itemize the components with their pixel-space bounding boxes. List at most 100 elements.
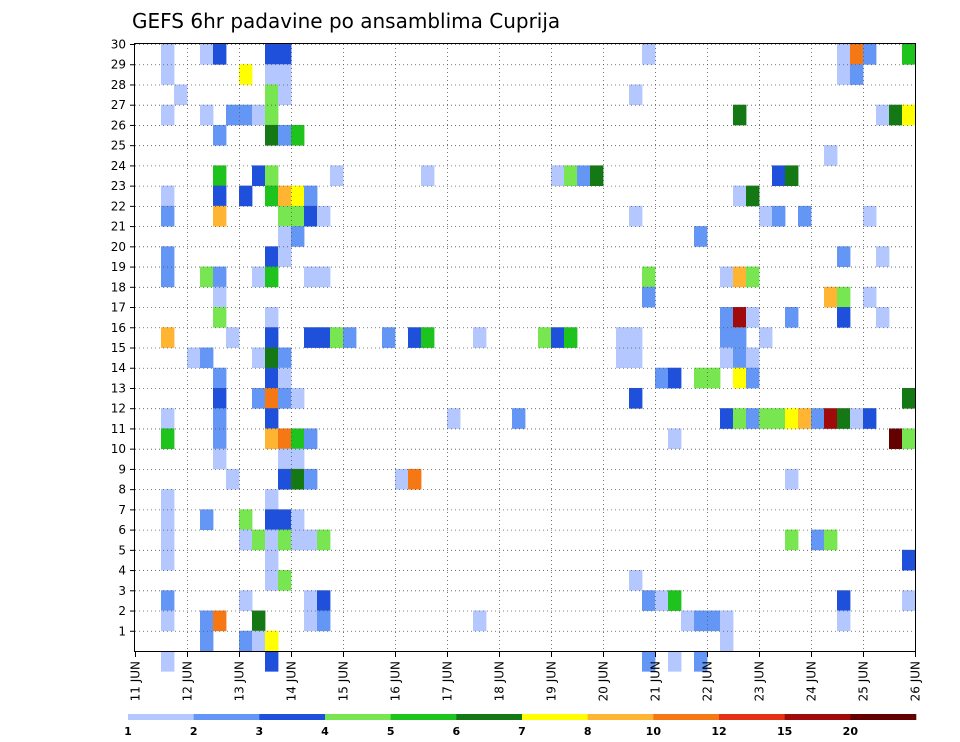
colorbar-swatch (128, 714, 194, 720)
cell-39-16 (629, 327, 643, 348)
cell-33-16 (551, 327, 565, 348)
y-tick-label: 21 (111, 220, 126, 234)
cell-44-2 (694, 610, 708, 632)
cell-12-30 (278, 44, 292, 65)
cell-60-27 (902, 104, 916, 126)
cell-55-29 (837, 64, 851, 85)
cell-8-9 (226, 468, 240, 490)
cell-58-27 (876, 104, 890, 126)
cell-11-7 (265, 509, 279, 530)
cell-46-17 (720, 307, 734, 328)
cell-13-13 (291, 387, 305, 409)
cell-11-5 (265, 549, 279, 571)
cell-22-16 (408, 327, 422, 348)
cell-40-0 (642, 651, 656, 672)
cell-60-11 (902, 428, 916, 450)
cell-48-17 (746, 307, 760, 328)
colorbar-label: 8 (584, 725, 592, 738)
cell-47-23 (733, 185, 747, 207)
x-tick-label: 25 JUN (857, 661, 871, 701)
cell-12-26 (278, 124, 292, 146)
cell-44-21 (694, 226, 708, 247)
cell-13-11 (291, 428, 305, 450)
cell-58-17 (876, 307, 890, 328)
cell-10-6 (252, 529, 266, 551)
cell-6-7 (200, 509, 214, 530)
cell-54-18 (824, 286, 838, 308)
cell-10-27 (252, 104, 266, 126)
cell-7-30 (213, 44, 227, 65)
colorbar-label: 10 (646, 725, 662, 738)
cell-10-1 (252, 630, 266, 652)
cell-46-16 (720, 327, 734, 348)
colorbar-swatch (784, 714, 851, 720)
x-tick-label: 18 JUN (493, 661, 507, 701)
colorbar-label: 20 (843, 725, 859, 738)
cell-3-20 (161, 246, 175, 267)
cell-58-20 (876, 246, 890, 267)
cell-55-2 (837, 610, 851, 632)
cell-14-3 (304, 590, 318, 611)
y-tick-label: 16 (111, 321, 126, 335)
cell-42-14 (668, 367, 682, 389)
cell-60-30 (902, 44, 916, 65)
cell-12-6 (278, 529, 292, 551)
cell-11-23 (265, 185, 279, 207)
cell-7-22 (213, 205, 227, 227)
cell-50-24 (772, 165, 786, 187)
cell-13-9 (291, 468, 305, 490)
cell-6-15 (200, 347, 214, 369)
x-tick-label: 14 JUN (285, 661, 299, 701)
cell-12-20 (278, 246, 292, 267)
cell-38-15 (616, 347, 630, 369)
cell-57-18 (863, 286, 877, 308)
y-tick-label: 4 (118, 564, 126, 578)
cell-11-8 (265, 489, 279, 510)
cell-38-16 (616, 327, 630, 348)
cell-14-16 (304, 327, 318, 348)
colorbar-swatch (456, 714, 523, 720)
cell-39-4 (629, 570, 643, 591)
cell-49-12 (759, 408, 773, 429)
x-tick-label: 20 JUN (597, 661, 611, 701)
cell-12-11 (278, 428, 292, 450)
cell-34-24 (564, 165, 578, 187)
cell-13-26 (291, 124, 305, 146)
cell-11-19 (265, 266, 279, 288)
colorbar-swatch (390, 714, 457, 720)
cell-3-22 (161, 205, 175, 227)
cell-14-6 (304, 529, 318, 551)
cell-32-16 (538, 327, 552, 348)
cell-7-2 (213, 610, 227, 632)
cell-13-23 (291, 185, 305, 207)
cell-3-12 (161, 408, 175, 429)
cell-20-16 (382, 327, 396, 348)
cell-55-12 (837, 408, 851, 429)
cell-60-5 (902, 549, 916, 571)
cell-34-16 (564, 327, 578, 348)
cell-11-15 (265, 347, 279, 369)
cell-10-2 (252, 610, 266, 632)
cell-57-12 (863, 408, 877, 429)
cell-12-15 (278, 347, 292, 369)
cell-46-2 (720, 610, 734, 632)
cell-39-15 (629, 347, 643, 369)
cell-15-6 (317, 529, 331, 551)
cell-11-30 (265, 44, 279, 65)
y-tick-label: 6 (118, 523, 126, 537)
cell-45-2 (707, 610, 721, 632)
cell-3-6 (161, 529, 175, 551)
cell-11-24 (265, 165, 279, 187)
y-tick-label: 30 (111, 38, 126, 52)
cell-11-6 (265, 529, 279, 551)
y-tick-label: 5 (118, 543, 126, 557)
cell-46-12 (720, 408, 734, 429)
cell-6-1 (200, 630, 214, 652)
cell-3-2 (161, 610, 175, 632)
cell-7-12 (213, 408, 227, 429)
cell-51-17 (785, 307, 799, 328)
cell-27-2 (473, 610, 487, 632)
y-axis: 1234567891011121314151617181920212223242… (111, 38, 135, 638)
cell-54-25 (824, 145, 838, 166)
colorbar-swatch (850, 714, 917, 720)
